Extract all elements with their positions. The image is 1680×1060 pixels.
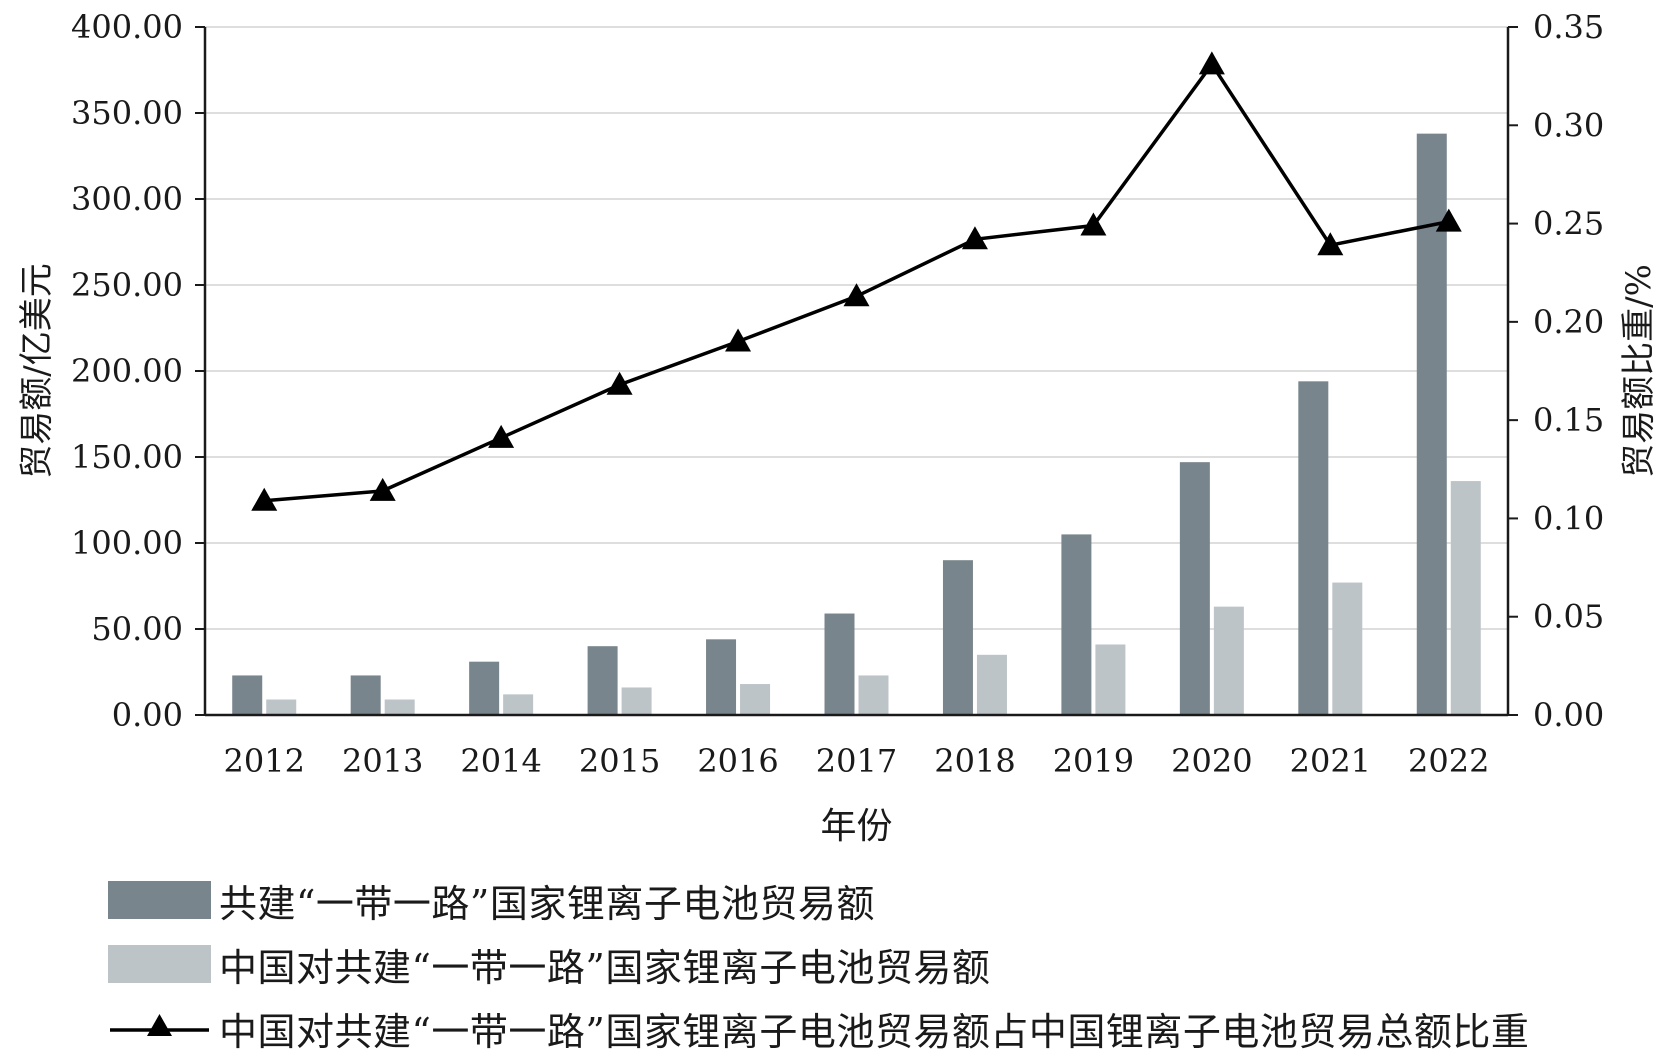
left-tick-label: 300.00	[71, 180, 183, 218]
bar-series-2	[1450, 481, 1481, 715]
bar-series-2	[1095, 644, 1126, 715]
right-tick-label: 0.10	[1533, 499, 1604, 537]
point-series-3	[725, 328, 752, 352]
bar-series-1	[1061, 534, 1092, 715]
x-tick-label: 2017	[816, 742, 897, 780]
legend-swatch-series-1	[108, 881, 211, 919]
right-tick-label: 0.25	[1533, 205, 1604, 243]
bars-group	[232, 133, 1481, 715]
legend-swatch-series-3	[108, 1009, 211, 1047]
legend-label-series-3: 中国对共建“一带一路”国家锂离子电池贸易额占中国锂离子电池贸易总额比重	[219, 1009, 1530, 1054]
point-series-3	[369, 477, 396, 501]
left-tick-label: 350.00	[71, 94, 183, 132]
bar-series-1	[706, 639, 737, 715]
line-series-group	[251, 51, 1462, 511]
x-tick-label: 2015	[579, 742, 660, 780]
right-tick-label: 0.05	[1533, 598, 1604, 636]
legend-item-series-3: 中国对共建“一带一路”国家锂离子电池贸易额占中国锂离子电池贸易总额比重	[108, 996, 1529, 1060]
point-series-3	[961, 226, 988, 250]
bar-series-2	[266, 699, 297, 715]
point-series-3	[606, 371, 633, 395]
bar-series-1	[1179, 462, 1210, 715]
x-tick-label: 2016	[697, 742, 778, 780]
bar-series-1	[824, 613, 855, 715]
axes-group	[195, 26, 1518, 717]
left-tick-label: 100.00	[71, 524, 183, 562]
right-axis-title: 贸易额比重/%	[1619, 264, 1659, 478]
chart-canvas: 0.00 50.00 100.00 150.00 200.00 250.00 300.00 3…	[17, 8, 1659, 847]
x-tick-label: 2018	[934, 742, 1015, 780]
right-tick-label: 0.20	[1533, 303, 1604, 341]
bar-series-2	[621, 687, 652, 715]
point-series-3	[843, 283, 870, 307]
right-tick-label: 0.35	[1533, 8, 1604, 46]
legend-item-series-1: 共建“一带一路”国家锂离子电池贸易额	[108, 868, 1529, 932]
bar-series-1	[232, 675, 263, 715]
left-tick-label: 0.00	[112, 696, 183, 734]
x-tick-label: 2013	[342, 742, 423, 780]
bar-series-2	[1213, 606, 1244, 715]
bar-series-2	[740, 684, 771, 715]
left-axis-title: 贸易额/亿美元	[17, 263, 57, 478]
bar-series-1	[587, 646, 618, 715]
bar-series-1	[350, 675, 381, 715]
legend-label-series-2: 中国对共建“一带一路”国家锂离子电池贸易额	[219, 945, 991, 990]
x-tick-label: 2012	[224, 742, 305, 780]
bar-series-2	[858, 675, 889, 715]
point-series-3	[1198, 51, 1225, 75]
point-series-3	[1435, 208, 1462, 232]
left-tick-label: 200.00	[71, 352, 183, 390]
point-series-3	[488, 424, 515, 448]
axis-labels-group: 0.00 50.00 100.00 150.00 200.00 250.00 300.00 3…	[17, 8, 1659, 847]
right-tick-label: 0.00	[1533, 696, 1604, 734]
point-series-3	[251, 487, 278, 511]
bar-series-2	[384, 699, 415, 715]
x-tick-label: 2021	[1290, 742, 1371, 780]
bar-series-2	[1332, 582, 1363, 715]
bar-series-2	[976, 654, 1007, 715]
bar-series-1	[469, 661, 500, 715]
legend-label-series-1: 共建“一带一路”国家锂离子电池贸易额	[219, 881, 875, 926]
legend-item-series-2: 中国对共建“一带一路”国家锂离子电池贸易额	[108, 932, 1529, 996]
left-tick-label: 50.00	[91, 610, 183, 648]
left-tick-label: 250.00	[71, 266, 183, 304]
x-tick-label: 2022	[1408, 742, 1489, 780]
x-tick-label: 2019	[1053, 742, 1134, 780]
legend: 共建“一带一路”国家锂离子电池贸易额 中国对共建“一带一路”国家锂离子电池贸易额…	[108, 868, 1529, 1060]
bar-series-1	[942, 560, 973, 715]
point-series-3	[1317, 232, 1344, 256]
bar-series-2	[503, 694, 534, 715]
left-tick-label: 150.00	[71, 438, 183, 476]
legend-swatch-series-2	[108, 945, 211, 983]
x-tick-label: 2020	[1171, 742, 1252, 780]
x-tick-label: 2014	[460, 742, 541, 780]
right-tick-label: 0.30	[1533, 106, 1604, 144]
x-axis-title: 年份	[820, 806, 892, 847]
line-series-3	[264, 61, 1450, 503]
right-tick-label: 0.15	[1533, 401, 1604, 439]
bar-series-1	[1298, 381, 1329, 715]
point-series-3	[1080, 212, 1107, 236]
left-tick-label: 400.00	[71, 8, 183, 46]
